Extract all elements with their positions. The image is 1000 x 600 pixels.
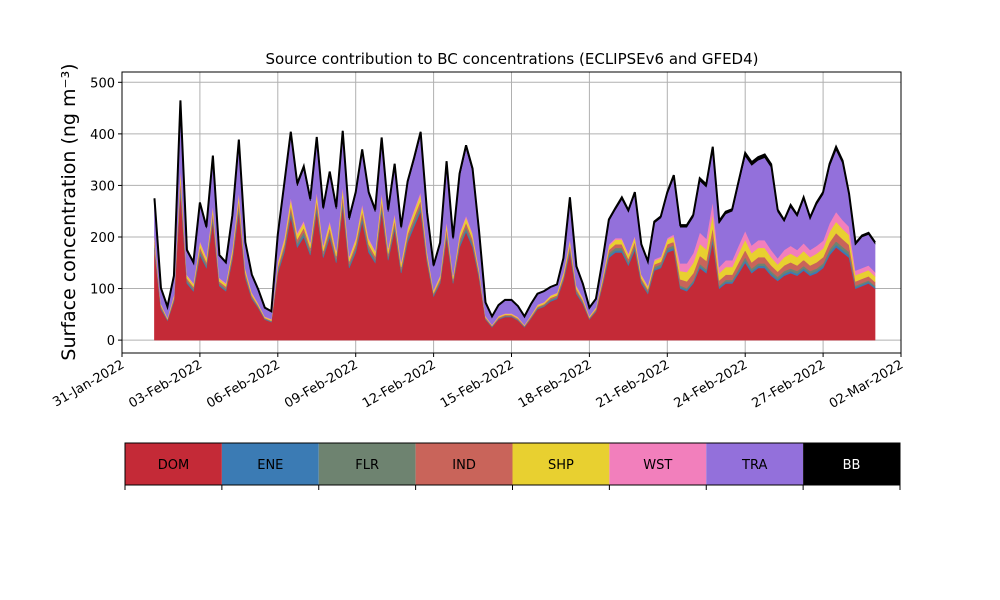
legend-label-flr: FLR xyxy=(355,458,379,473)
total-outline xyxy=(153,100,876,319)
legend-swatch-ind xyxy=(415,443,513,485)
legend-label-bb: BB xyxy=(843,458,861,473)
y-tick-label: 500 xyxy=(90,76,115,91)
legend-swatch-dom xyxy=(125,443,222,485)
legend-label-ene: ENE xyxy=(257,458,283,473)
legend-label-tra: TRA xyxy=(741,458,767,473)
chart-title: Source contribution to BC concentrations… xyxy=(265,50,758,68)
legend-swatch-tra xyxy=(706,443,804,485)
y-tick-label: 0 xyxy=(107,334,115,349)
legend-label-dom: DOM xyxy=(158,458,189,473)
legend-swatch-wst xyxy=(609,443,707,485)
legend-colorbar: DOM ENE FLR IND SHP WST TRA BB xyxy=(124,442,901,490)
legend-swatch-shp xyxy=(512,443,610,485)
area-layer xyxy=(153,100,876,341)
y-tick-label: 400 xyxy=(90,128,115,143)
legend-swatch-ene xyxy=(221,443,319,485)
legend-border xyxy=(124,442,901,486)
y-axis-ticks: 0 100 200 300 400 500 xyxy=(90,76,122,349)
y-axis-label: Surface concentration (ng m⁻³) xyxy=(58,63,80,360)
legend-swatch-flr xyxy=(318,443,416,485)
y-tick-label: 200 xyxy=(90,231,115,246)
legend-label-ind: IND xyxy=(452,458,476,473)
legend-swatch-bb xyxy=(803,443,900,485)
y-tick-label: 100 xyxy=(90,283,115,298)
y-tick-label: 300 xyxy=(90,179,115,194)
legend-label-wst: WST xyxy=(643,458,672,473)
legend-label-shp: SHP xyxy=(548,458,574,473)
